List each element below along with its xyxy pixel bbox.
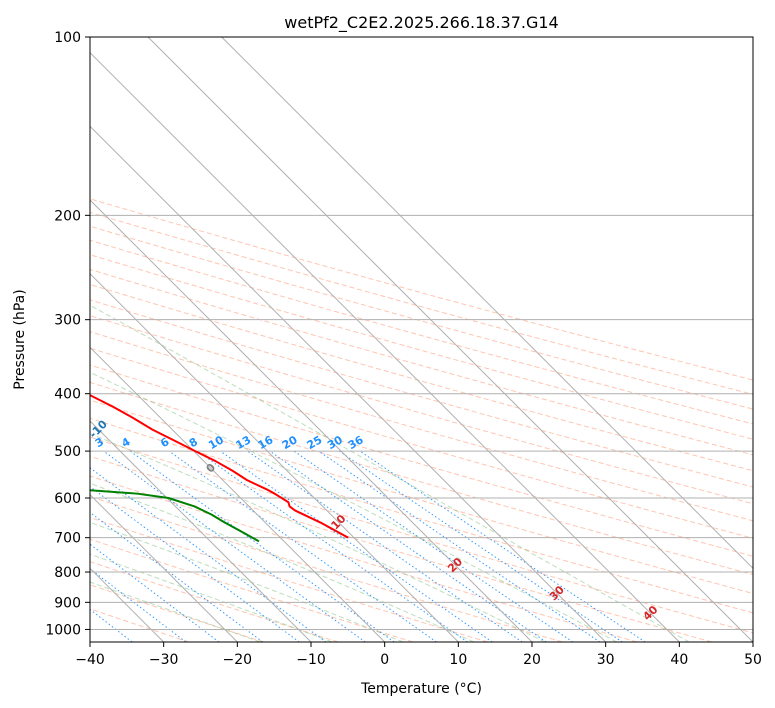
dry-adiabat-line — [90, 561, 339, 642]
isotherm-line — [90, 493, 238, 642]
mixing-ratio-line — [338, 450, 623, 642]
mixing-ratio-line — [103, 450, 366, 642]
x-tick-label: 0 — [380, 652, 389, 668]
y-tick-label: 600 — [54, 491, 81, 507]
isotherm-line — [90, 346, 386, 642]
dry-adiabat-line — [90, 225, 753, 410]
isotherm-line — [90, 199, 533, 642]
mixing-ratio-line — [269, 450, 547, 642]
y-tick-label: 300 — [54, 313, 81, 329]
dry-adiabat-line — [90, 516, 488, 642]
x-tick-label: 50 — [744, 652, 762, 668]
isotherm-line — [221, 37, 753, 570]
dry-adiabat-line — [90, 239, 753, 425]
dry-adiabat-line — [90, 268, 753, 456]
y-tick-label: 400 — [54, 387, 81, 403]
plot-frame — [89, 36, 754, 643]
moist-adiabat-line — [90, 433, 546, 642]
x-tick-label: 40 — [670, 652, 688, 668]
isotherm-line — [90, 51, 680, 642]
mixing-ratio-line — [168, 450, 437, 642]
moist-adiabats — [90, 304, 690, 642]
y-tick-label: 900 — [54, 595, 81, 611]
temperature-profile-line — [90, 394, 349, 539]
x-tick-label: 20 — [523, 652, 541, 668]
y-tick-label: 800 — [54, 565, 81, 581]
y-axis-label: Pressure (hPa) — [12, 289, 28, 389]
x-tick-label: −30 — [149, 652, 179, 668]
isobar-gridlines — [90, 37, 753, 630]
dry-adiabat-line — [90, 495, 563, 642]
dry-adiabat-line — [90, 331, 753, 522]
x-axis-label: Temperature (°C) — [360, 681, 482, 697]
y-tick-label: 100 — [54, 30, 81, 46]
chart-title: wetPf2_C2E2.2025.266.18.37.G14 — [284, 13, 558, 33]
mixing-ratio-line — [90, 467, 327, 642]
x-tick-label: 30 — [597, 652, 615, 668]
x-tick-label: −10 — [296, 652, 326, 668]
moist-adiabat-line — [90, 371, 617, 642]
moist-adiabat-line — [90, 553, 333, 642]
isotherm-line — [147, 37, 753, 642]
profile-series — [90, 394, 349, 543]
mixing-ratio-line — [90, 543, 220, 642]
dry-adiabat-line — [90, 381, 753, 576]
y-tick-label: 700 — [54, 531, 81, 547]
dry-adiabat-line — [90, 211, 753, 395]
y-tick-label: 1000 — [45, 622, 81, 638]
moist-adiabat-line — [90, 482, 475, 642]
moist-adiabat-line — [90, 304, 690, 642]
x-tick-label: −20 — [223, 652, 253, 668]
isotherm-line — [90, 420, 312, 642]
y-axis-ticks: 100 200 300 400 500 600 700 800 900 1000 — [45, 30, 90, 638]
mixing-ratio-line — [197, 450, 468, 642]
dry-adiabat-line — [90, 417, 753, 614]
moist-adiabat-line — [90, 521, 404, 642]
x-tick-label: 10 — [449, 652, 467, 668]
dry-adiabat-line — [90, 364, 753, 557]
y-tick-label: 500 — [54, 444, 81, 460]
isotherm-line — [90, 125, 607, 642]
y-tick-label: 200 — [54, 208, 81, 224]
x-tick-label: −40 — [75, 652, 105, 668]
isotherm-gridlines — [90, 37, 753, 642]
dry-adiabat-line — [90, 198, 753, 381]
isotherm-line — [90, 272, 459, 642]
dry-adiabat-line — [90, 254, 753, 440]
x-axis-ticks: −40 −30 −20 −10 0 10 20 30 40 50 — [75, 642, 762, 668]
